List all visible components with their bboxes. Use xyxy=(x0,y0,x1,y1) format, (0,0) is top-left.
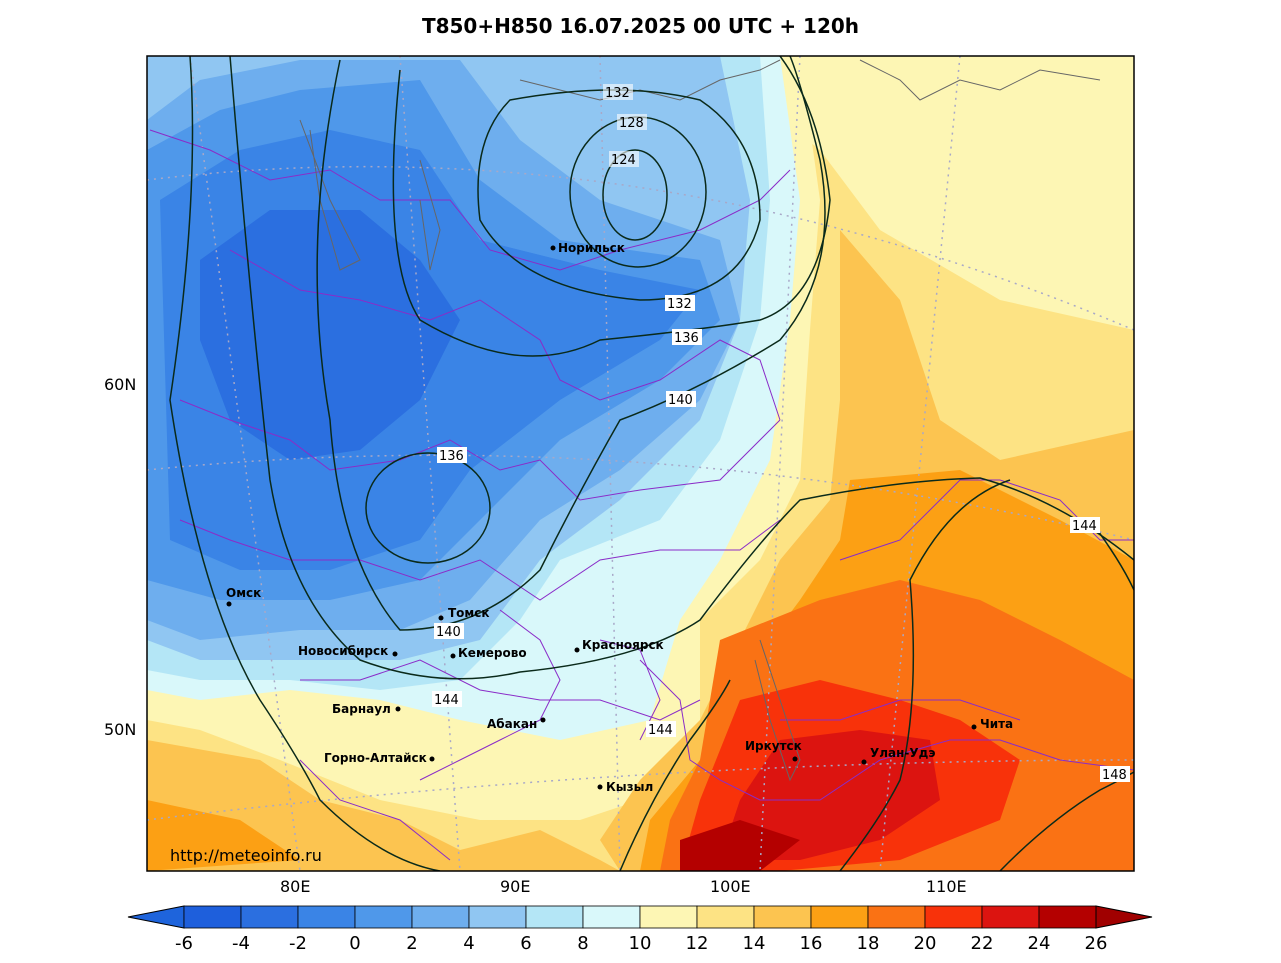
colorbar-tick-label: 0 xyxy=(349,933,360,954)
city-label: Горно-Алтайск xyxy=(324,751,427,765)
colorbar-segment xyxy=(1038,905,1097,929)
colorbar-tick-label: 16 xyxy=(800,933,823,954)
colorbar-segment xyxy=(753,905,812,929)
contour-label: 148 xyxy=(1102,768,1127,783)
contour-label: 124 xyxy=(611,153,636,168)
graticule xyxy=(147,56,1134,871)
colorbar-segment xyxy=(183,905,242,929)
source-url: http://meteoinfo.ru xyxy=(170,846,322,865)
contour-label: 144 xyxy=(648,723,673,738)
colorbar-segment xyxy=(981,905,1040,929)
colorbar-segment xyxy=(867,905,926,929)
colorbar-low-extend xyxy=(127,905,185,929)
colorbar-tick-label: 20 xyxy=(914,933,937,954)
city-label: Иркутск xyxy=(745,739,802,753)
contour-label: 140 xyxy=(668,393,693,408)
contour-label: 140 xyxy=(436,625,461,640)
colorbar-segment xyxy=(582,905,641,929)
latitude-label-60n: 60N xyxy=(104,375,137,394)
map-title: T850+H850 16.07.2025 00 UTC + 120h xyxy=(421,14,860,38)
colorbar-segment xyxy=(411,905,470,929)
longitude-label-110e: 110E xyxy=(926,877,967,896)
colorbar-tick-label: 6 xyxy=(520,933,531,954)
colorbar-tick-label: -6 xyxy=(175,933,193,954)
temperature-field xyxy=(147,56,1134,871)
colorbar-segment xyxy=(297,905,356,929)
colorbar-segment xyxy=(354,905,413,929)
city-markers: Норильск Омск Томск Новосибирск Кемерово… xyxy=(226,241,1013,794)
colorbar-high-extend xyxy=(1095,905,1153,929)
contour-labels: 132 128 124 132 136 140 136 140 144 144 … xyxy=(432,84,1130,783)
colorbar-segment xyxy=(468,905,527,929)
colorbar-segments xyxy=(127,905,1153,929)
contour-label: 136 xyxy=(674,331,699,346)
colorbar-tick-label: 24 xyxy=(1028,933,1051,954)
longitude-label-100e: 100E xyxy=(710,877,751,896)
colorbar-segment xyxy=(924,905,983,929)
latitude-label-50n: 50N xyxy=(104,720,137,739)
colorbar-segment xyxy=(525,905,584,929)
colorbar-tick-label: 8 xyxy=(577,933,588,954)
city-label: Омск xyxy=(226,586,261,600)
colorbar-tick-label: 22 xyxy=(971,933,994,954)
city-label: Новосибирск xyxy=(298,644,388,658)
city-label: Красноярск xyxy=(582,638,664,652)
city-label: Томск xyxy=(448,606,490,620)
longitude-label-90e: 90E xyxy=(500,877,531,896)
city-label: Чита xyxy=(980,717,1013,731)
contour-label: 132 xyxy=(667,297,692,312)
colorbar-tick-label: 12 xyxy=(686,933,709,954)
contour-label: 136 xyxy=(439,449,464,464)
city-label: Улан-Удэ xyxy=(870,746,935,760)
colorbar-segment xyxy=(240,905,299,929)
colorbar-tick-label: 14 xyxy=(743,933,766,954)
colorbar-tick-label: 4 xyxy=(463,933,474,954)
longitude-label-80e: 80E xyxy=(280,877,311,896)
contour-label: 144 xyxy=(434,693,459,708)
geopotential-contours xyxy=(169,56,1134,871)
temperature-colorbar: -6 -4 -2 0 2 4 6 8 10 12 14 16 18 20 22 24 26 xyxy=(127,905,1153,954)
colorbar-labels: -6 -4 -2 0 2 4 6 8 10 12 14 16 18 20 22 24 26 xyxy=(175,933,1107,954)
colorbar-segment xyxy=(696,905,755,929)
city-label: Норильск xyxy=(558,241,625,255)
city-label: Абакан xyxy=(487,717,537,731)
city-label: Кемерово xyxy=(458,646,527,660)
colorbar-tick-label: -2 xyxy=(289,933,307,954)
map-frame xyxy=(146,55,1135,872)
admin-borders xyxy=(149,129,1134,861)
contour-label: 132 xyxy=(605,86,630,101)
colorbar-tick-label: 10 xyxy=(629,933,652,954)
colorbar-tick-label: 2 xyxy=(406,933,417,954)
city-label: Кызыл xyxy=(606,780,653,794)
colorbar-tick-label: 18 xyxy=(857,933,880,954)
colorbar-segment xyxy=(810,905,869,929)
contour-label: 128 xyxy=(619,116,644,131)
city-label: Барнаул xyxy=(332,702,391,716)
contour-label: 144 xyxy=(1072,519,1097,534)
colorbar-tick-label: -4 xyxy=(232,933,250,954)
weather-map: 132 128 124 132 136 140 136 140 144 144 … xyxy=(146,55,1135,872)
colorbar-segment xyxy=(639,905,698,929)
colorbar-tick-label: 26 xyxy=(1085,933,1108,954)
